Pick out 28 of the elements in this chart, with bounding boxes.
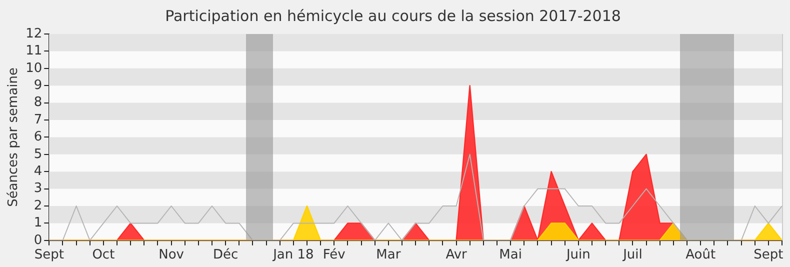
x-tick-label: Sept — [34, 248, 64, 263]
chart-title: Participation en hémicycle au cours de la session 2017-2018 — [165, 6, 621, 25]
x-tick-label: Déc — [212, 248, 238, 263]
x-tick-label: Sept — [754, 248, 784, 263]
y-tick-label: 12 — [26, 26, 42, 42]
y-tick-label: 10 — [26, 60, 42, 76]
x-tick-label: Juin — [565, 248, 590, 263]
x-tick-label: Nov — [158, 248, 184, 263]
y-tick-label: 3 — [34, 181, 42, 196]
x-tick-label: Oct — [92, 248, 115, 263]
x-tick-label: Juil — [622, 248, 642, 263]
y-tick-label: 7 — [34, 112, 42, 128]
y-tick-label: 11 — [26, 44, 42, 59]
y-tick-label: 6 — [34, 130, 42, 145]
x-tick-label: Août — [686, 248, 716, 263]
x-tick-label: Mai — [499, 248, 522, 263]
y-tick-label: 4 — [34, 164, 42, 179]
x-tick-label: Mar — [376, 248, 402, 263]
x-tick-label: Jan 18 — [272, 248, 314, 263]
y-tick-label: 5 — [34, 146, 42, 162]
x-tick-label: Fév — [322, 248, 346, 263]
y-tick-label: 8 — [34, 95, 42, 110]
x-tick-label: Avr — [446, 248, 468, 263]
y-tick-label: 2 — [34, 198, 42, 214]
y-tick-label: 1 — [34, 216, 42, 231]
y-tick-label: 0 — [34, 232, 42, 248]
y-tick-label: 9 — [34, 78, 42, 93]
y-axis-title: Séances par semaine — [6, 67, 22, 207]
